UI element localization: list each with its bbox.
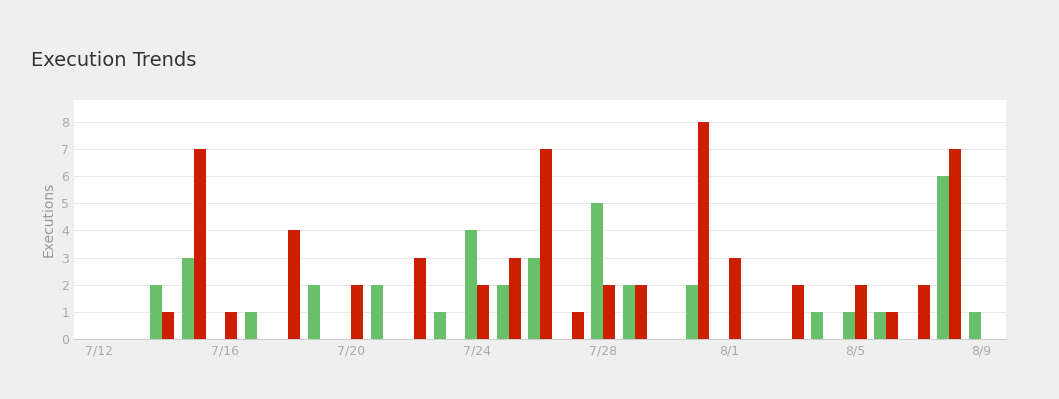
Bar (497, 285, 508, 339)
Bar (508, 257, 521, 339)
Bar (572, 312, 584, 339)
Bar (843, 312, 855, 339)
Bar (729, 257, 741, 339)
Bar (528, 257, 540, 339)
Bar (591, 203, 603, 339)
Bar (685, 285, 698, 339)
Bar (150, 285, 162, 339)
Bar (969, 312, 981, 339)
Y-axis label: Executions: Executions (41, 182, 56, 257)
Bar (886, 312, 898, 339)
Bar (918, 285, 930, 339)
Text: Execution Trends: Execution Trends (31, 51, 197, 70)
Bar (603, 285, 615, 339)
Bar (226, 312, 237, 339)
Bar (811, 312, 824, 339)
Bar (194, 149, 205, 339)
Bar (434, 312, 446, 339)
Bar (875, 312, 886, 339)
Bar (949, 149, 962, 339)
Bar (540, 149, 552, 339)
Bar (308, 285, 320, 339)
Bar (623, 285, 634, 339)
Bar (937, 176, 949, 339)
Bar (855, 285, 867, 339)
Bar (792, 285, 804, 339)
Bar (478, 285, 489, 339)
Bar (414, 257, 426, 339)
Bar (352, 285, 363, 339)
Bar (465, 230, 478, 339)
Bar (698, 122, 710, 339)
Bar (288, 230, 300, 339)
Bar (371, 285, 382, 339)
Bar (162, 312, 175, 339)
Bar (182, 257, 194, 339)
Bar (634, 285, 646, 339)
Bar (245, 312, 256, 339)
